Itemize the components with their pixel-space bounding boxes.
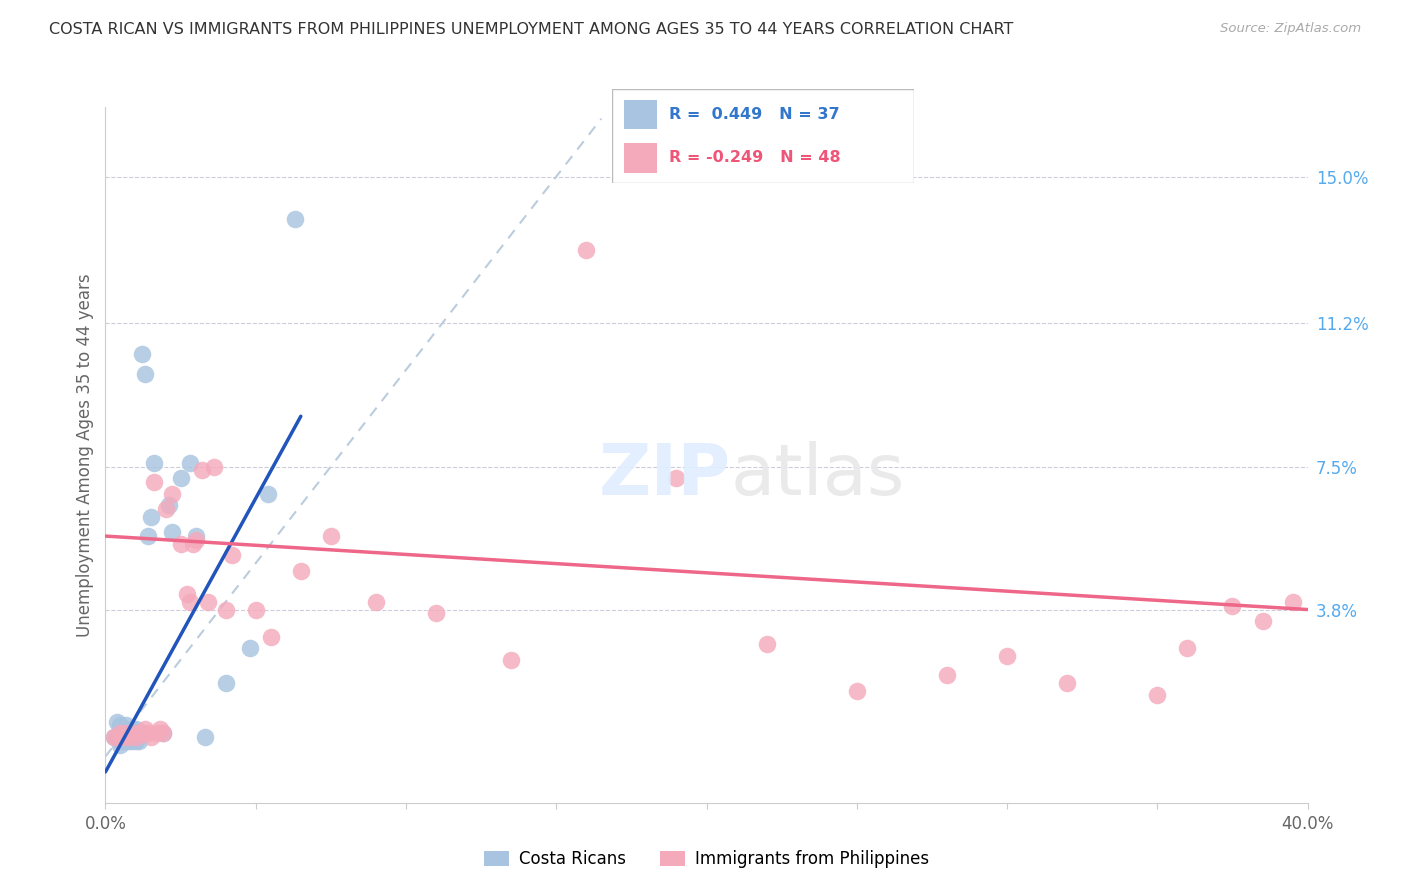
Point [152, 726, 174, 740]
Point [110, 718, 132, 732]
Point [160, 525, 183, 540]
Point [184, 529, 207, 543]
Point [110, 726, 132, 740]
Point [665, 471, 688, 485]
Point [115, 726, 138, 740]
Point [131, 347, 153, 361]
Point [107, 730, 129, 744]
Point [139, 730, 162, 744]
Point [107, 730, 129, 744]
Point [131, 726, 153, 740]
Text: ZIP: ZIP [599, 442, 731, 510]
Text: atlas: atlas [731, 442, 905, 510]
Point [103, 730, 125, 744]
Text: R =  0.449   N = 37: R = 0.449 N = 37 [669, 107, 839, 122]
Point [197, 595, 219, 609]
Point [1175, 641, 1198, 656]
Point [160, 486, 183, 500]
Point [121, 734, 143, 748]
Point [995, 648, 1018, 663]
Point [245, 602, 267, 616]
Point [128, 734, 150, 748]
Point [755, 637, 778, 651]
Point [124, 730, 146, 744]
Point [142, 456, 165, 470]
Point [128, 726, 150, 740]
Point [1146, 688, 1168, 702]
Point [290, 564, 312, 578]
Point [118, 730, 141, 744]
Text: R = -0.249   N = 48: R = -0.249 N = 48 [669, 150, 841, 165]
Point [118, 726, 141, 740]
Point [134, 723, 156, 737]
Bar [624, 100, 657, 129]
Point [110, 734, 132, 748]
Point [128, 726, 150, 740]
Point [1251, 614, 1274, 628]
Point [194, 730, 217, 744]
Point [260, 630, 283, 644]
Point [121, 726, 143, 740]
Point [112, 734, 135, 748]
Point [575, 243, 598, 257]
Point [157, 498, 180, 512]
Point [112, 730, 135, 744]
Point [121, 723, 143, 737]
Point [190, 463, 212, 477]
Bar [624, 143, 657, 172]
Point [845, 683, 868, 698]
Point [184, 533, 207, 547]
Point [364, 595, 387, 609]
Point [221, 549, 243, 563]
Point [1056, 676, 1078, 690]
Point [214, 676, 236, 690]
Point [139, 509, 162, 524]
Point [1222, 599, 1244, 613]
Point [936, 668, 959, 682]
Point [501, 653, 523, 667]
Point [181, 537, 204, 551]
Point [136, 726, 159, 740]
Point [1281, 595, 1303, 609]
Point [124, 730, 146, 744]
Text: Source: ZipAtlas.com: Source: ZipAtlas.com [1220, 22, 1361, 36]
Point [115, 734, 138, 748]
Point [169, 537, 191, 551]
Point [152, 726, 174, 740]
Point [284, 212, 307, 227]
Point [239, 641, 262, 656]
Point [107, 714, 129, 729]
Point [121, 730, 143, 744]
Y-axis label: Unemployment Among Ages 35 to 44 years: Unemployment Among Ages 35 to 44 years [76, 273, 94, 637]
Point [148, 723, 170, 737]
Point [214, 602, 236, 616]
Point [319, 529, 342, 543]
Text: COSTA RICAN VS IMMIGRANTS FROM PHILIPPINES UNEMPLOYMENT AMONG AGES 35 TO 44 YEAR: COSTA RICAN VS IMMIGRANTS FROM PHILIPPIN… [49, 22, 1014, 37]
Point [134, 367, 156, 381]
Legend: Costa Ricans, Immigrants from Philippines: Costa Ricans, Immigrants from Philippine… [478, 843, 935, 874]
Point [179, 456, 201, 470]
Point [425, 607, 447, 621]
Point [115, 718, 138, 732]
Point [176, 587, 198, 601]
Point [142, 475, 165, 489]
Point [169, 471, 191, 485]
Point [136, 529, 159, 543]
Point [145, 726, 167, 740]
Point [155, 502, 177, 516]
Point [124, 723, 146, 737]
Point [179, 595, 201, 609]
Point [110, 726, 132, 740]
Point [103, 730, 125, 744]
Point [118, 734, 141, 748]
Point [202, 459, 225, 474]
Point [110, 738, 132, 752]
Point [112, 726, 135, 740]
Point [256, 486, 278, 500]
Point [124, 734, 146, 748]
